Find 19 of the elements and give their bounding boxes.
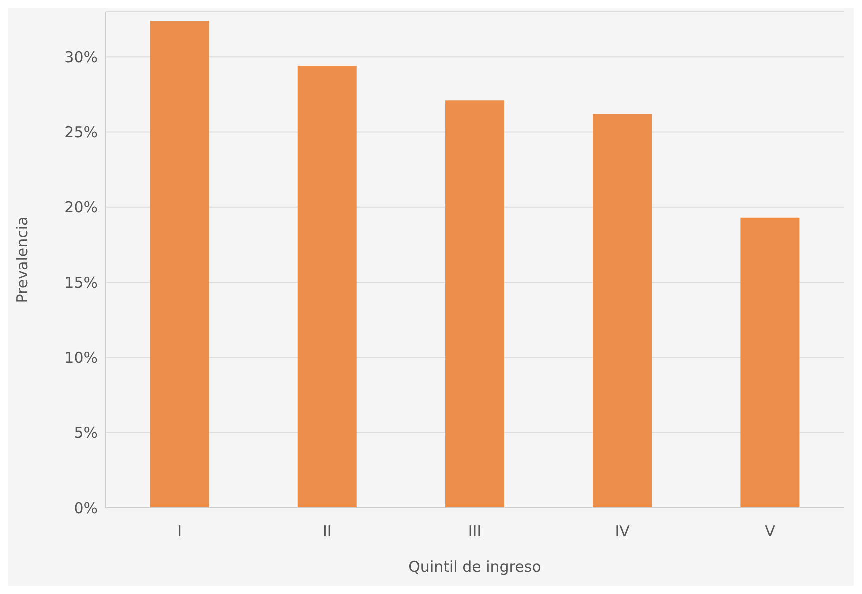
- y-tick-label: 5%: [74, 424, 98, 442]
- x-axis-title: Quintil de ingreso: [408, 558, 542, 576]
- y-tick-label: 15%: [64, 274, 98, 292]
- y-tick-label: 20%: [64, 198, 98, 217]
- x-tick-label: V: [765, 522, 776, 541]
- y-tick-label: 10%: [64, 349, 98, 368]
- y-tick-label: 30%: [64, 48, 98, 66]
- x-tick-label: I: [178, 522, 182, 541]
- bar: [445, 100, 504, 508]
- x-tick-label: III: [468, 522, 482, 541]
- x-tick-label: II: [322, 522, 332, 541]
- bar: [150, 21, 210, 508]
- y-axis-title: Prevalencia: [13, 216, 32, 304]
- bar: [740, 218, 800, 508]
- x-tick-label: IV: [615, 522, 631, 541]
- y-tick-label: 0%: [74, 499, 98, 518]
- bar: [298, 66, 357, 508]
- bar: [593, 114, 652, 508]
- y-tick-label: 25%: [64, 124, 98, 142]
